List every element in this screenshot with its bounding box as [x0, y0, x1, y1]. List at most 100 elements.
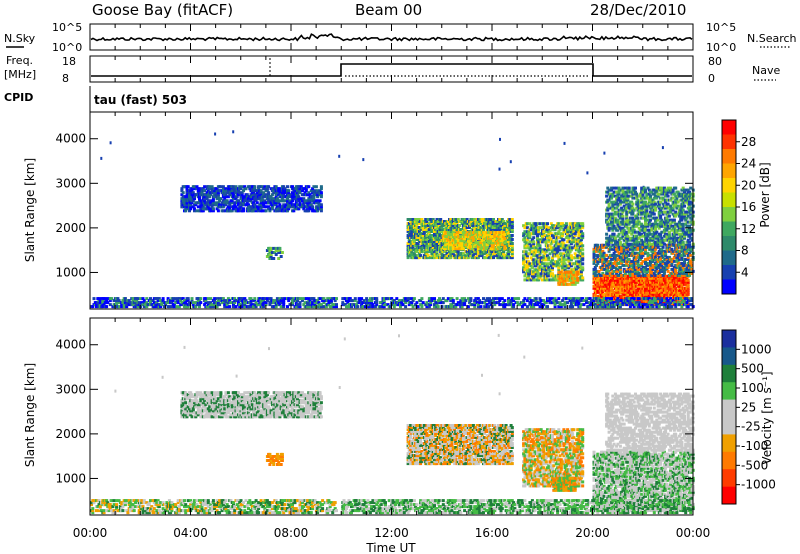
power-cell: [272, 246, 276, 250]
power-cell: [268, 251, 272, 254]
power-cell: [316, 299, 320, 303]
power-cell: [112, 299, 116, 303]
power-cell: [436, 254, 440, 258]
power-cell: [213, 195, 217, 199]
power-cell: [279, 299, 283, 303]
power-cell: [204, 299, 208, 303]
power-cell: [218, 199, 222, 203]
power-cell: [229, 301, 233, 305]
power-cell: [294, 201, 298, 205]
power-cell: [431, 218, 435, 221]
power-cell: [228, 299, 232, 303]
power-cell: [322, 305, 326, 309]
power-cell: [426, 256, 430, 260]
power-cell: [175, 305, 179, 309]
power-cell: [277, 193, 281, 197]
power-cell: [435, 228, 439, 231]
power-cell: [186, 201, 190, 205]
power-cell: [109, 141, 112, 145]
power-cell: [205, 305, 209, 309]
power-cell: [189, 205, 193, 209]
power-cell: [509, 160, 512, 164]
nave-label: Nave: [752, 64, 780, 77]
power-cell: [95, 305, 98, 309]
power-cell: [415, 250, 419, 254]
power-cell: [184, 209, 188, 213]
power-cell: [204, 301, 208, 305]
power-cell: [103, 297, 107, 301]
power-cell: [264, 193, 268, 197]
power-cell: [199, 199, 203, 203]
power-cell: [296, 199, 299, 203]
power-cell: [213, 299, 217, 303]
power-cell: [291, 299, 294, 303]
power-cell: [309, 197, 313, 201]
power-cell: [282, 185, 286, 189]
power-cell: [291, 185, 294, 189]
power-cell: [332, 303, 336, 307]
power-cell: [258, 205, 262, 209]
power-cell: [189, 207, 193, 211]
power-cell: [282, 299, 286, 303]
power-cell: [127, 299, 131, 303]
power-cell: [127, 303, 131, 307]
power-cell: [181, 297, 185, 301]
power-cell: [121, 301, 125, 305]
power-cell: [499, 137, 501, 141]
power-cell: [101, 301, 105, 305]
power-cell: [232, 185, 235, 189]
power-cell: [201, 205, 205, 209]
power-cell: [203, 303, 207, 307]
power-cell: [532, 240, 536, 244]
power-cell: [313, 189, 317, 193]
power-cell: [530, 266, 534, 270]
power-cell: [185, 205, 189, 209]
power-cell: [201, 209, 205, 213]
power-cell: [210, 185, 214, 189]
power-cell: [177, 297, 181, 301]
power-cell: [223, 197, 227, 201]
power-cell: [225, 199, 229, 203]
power-cell: [433, 242, 436, 245]
power-cell: [142, 301, 146, 305]
power-cell: [298, 305, 302, 309]
power-cell: [188, 199, 191, 203]
power-cell: [279, 301, 283, 305]
power-cell: [286, 305, 289, 309]
power-cell: [406, 224, 410, 227]
power-cell: [196, 191, 200, 195]
power-cell: [244, 203, 248, 207]
power-cell: [213, 305, 217, 309]
power-cell: [164, 303, 168, 307]
power-cell: [160, 301, 164, 305]
power-cell: [221, 209, 225, 213]
power-cell: [503, 245, 507, 249]
power-cell: [209, 193, 213, 197]
power-cell: [264, 205, 268, 209]
power-cell: [221, 205, 225, 209]
power-cell: [417, 218, 421, 221]
power-cell: [258, 197, 262, 201]
power-cell: [324, 305, 328, 309]
power-cell: [186, 197, 190, 201]
power-cell: [183, 205, 186, 209]
power-cell: [319, 205, 323, 209]
power-cell: [661, 146, 664, 150]
power-cell: [249, 301, 253, 305]
power-cell: [262, 193, 266, 197]
power-cell: [177, 305, 181, 309]
power-cell: [426, 248, 430, 252]
power-cell: [431, 246, 435, 250]
power-cell: [279, 255, 283, 258]
power-cell: [307, 297, 311, 301]
power-cell: [302, 303, 306, 307]
power-cell: [439, 220, 443, 223]
power-cell: [97, 297, 101, 301]
power-cell: [278, 187, 282, 191]
power-cell: [289, 297, 293, 301]
power-cell: [234, 205, 238, 209]
power-cell: [317, 301, 321, 305]
date-label: 28/Dec/2010: [590, 1, 686, 19]
power-cell: [410, 230, 414, 233]
power-cell: [267, 191, 271, 195]
